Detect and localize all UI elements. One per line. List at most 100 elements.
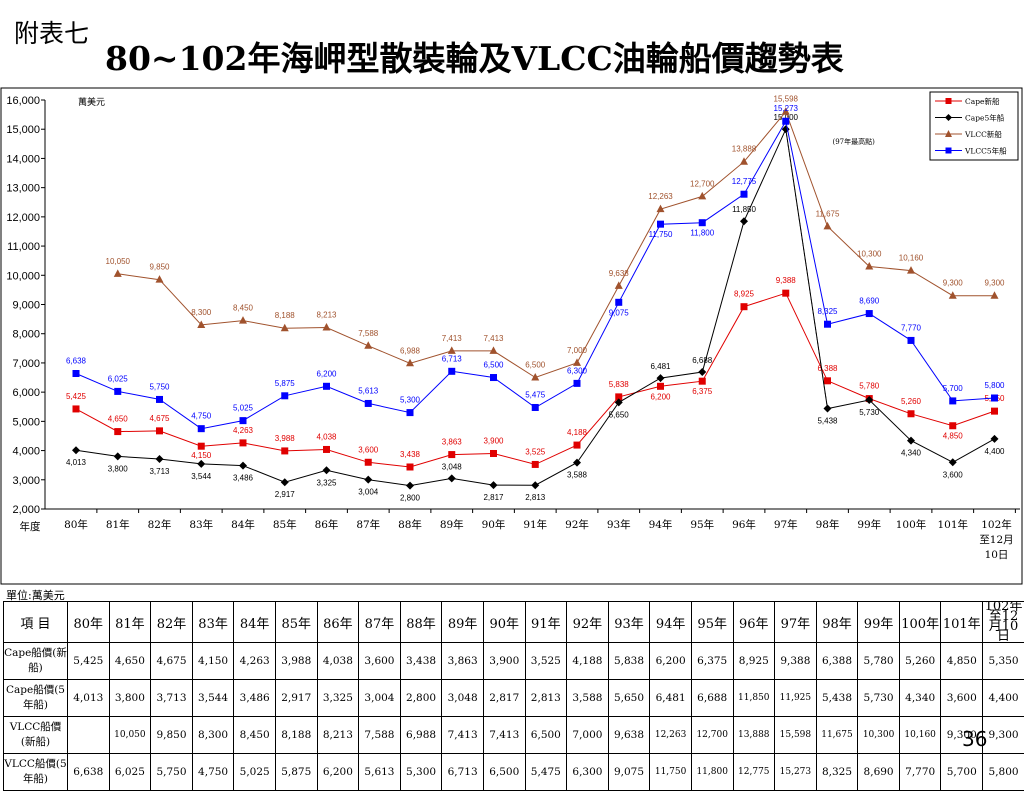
legend-label: Cape5年船	[965, 113, 1005, 123]
table-cell: 11,750	[650, 754, 692, 791]
x-tick-label: 82年	[148, 518, 172, 531]
data-label: 2,813	[525, 493, 546, 502]
table-header-cell: 80年	[68, 602, 110, 643]
table-cell: 11,800	[691, 754, 733, 791]
table-header-cell: 92年	[567, 602, 609, 643]
data-label: 2,800	[400, 494, 421, 503]
table-cell: 12,263	[650, 717, 692, 754]
table-cell: 8,690	[858, 754, 900, 791]
data-label: 12,775	[732, 177, 757, 186]
table-cell: 6,988	[400, 717, 442, 754]
table-header-cell: 83年	[192, 602, 234, 643]
table-cell: 4,340	[899, 680, 941, 717]
table-cell: 10,300	[858, 717, 900, 754]
table-cell: 6,388	[816, 643, 858, 680]
data-label: 6,200	[316, 369, 337, 378]
table-cell: 6,481	[650, 680, 692, 717]
data-point	[866, 310, 873, 317]
x-tick-label: 93年	[607, 518, 631, 531]
data-point	[281, 478, 289, 486]
table-cell: 8,450	[234, 717, 276, 754]
data-point	[740, 217, 748, 225]
table-cell: 5,350	[983, 643, 1024, 680]
table-cell: 3,713	[151, 680, 193, 717]
y-tick-label: 13,000	[6, 183, 40, 195]
data-label: 6,638	[66, 357, 87, 366]
data-point	[239, 462, 247, 470]
data-label: 6,481	[650, 362, 671, 371]
data-label: 4,263	[233, 426, 254, 435]
data-point	[949, 422, 956, 429]
table-cell: 4,675	[151, 643, 193, 680]
data-point	[365, 400, 372, 407]
data-point	[949, 458, 957, 466]
y-tick-label: 11,000	[7, 241, 40, 253]
data-label: 8,925	[734, 290, 755, 299]
y-tick-label: 3,000	[12, 475, 40, 487]
y-tick-label: 7,000	[12, 358, 40, 370]
data-label: 3,486	[233, 474, 254, 483]
table-cell: 2,800	[400, 680, 442, 717]
data-label: 4,675	[149, 414, 170, 423]
data-label: 5,750	[149, 382, 170, 391]
data-label: 5,425	[66, 392, 87, 401]
table-cell: 3,048	[442, 680, 484, 717]
data-point	[991, 291, 999, 299]
table-cell: 9,388	[775, 643, 817, 680]
table-cell: 5,838	[608, 643, 650, 680]
table-header-cell: 97年	[775, 602, 817, 643]
data-label: 15,273	[774, 104, 799, 113]
table-cell: 5,613	[359, 754, 401, 791]
table-header-cell: 91年	[525, 602, 567, 643]
table-cell: 13,888	[733, 717, 775, 754]
y-tick-label: 6,000	[12, 387, 40, 399]
data-label: 8,325	[817, 307, 838, 316]
legend-label: VLCC5年船	[964, 146, 1007, 156]
data-point	[114, 452, 122, 460]
data-label: 3,004	[358, 488, 379, 497]
table-cell: 4,263	[234, 643, 276, 680]
data-label: 3,800	[108, 464, 129, 473]
data-point	[407, 409, 414, 416]
data-label: 8,450	[233, 304, 254, 313]
data-label: 3,600	[358, 445, 379, 454]
table-header-cell: 98年	[816, 602, 858, 643]
series-line-1	[76, 129, 995, 485]
y-tick-label: 15,000	[6, 124, 40, 136]
data-label: 11,750	[649, 230, 673, 239]
table-cell: 2,917	[275, 680, 317, 717]
table-cell: 5,425	[68, 643, 110, 680]
data-point	[657, 221, 664, 228]
data-point	[365, 459, 372, 466]
data-label: 6,300	[567, 366, 588, 375]
data-label: 7,413	[442, 334, 463, 343]
data-point	[615, 299, 622, 306]
data-label: 7,588	[358, 329, 379, 338]
y-tick-label: 14,000	[6, 153, 40, 165]
data-label: 12,700	[690, 179, 715, 188]
data-label: 5,260	[901, 397, 922, 406]
data-label: 4,850	[943, 432, 964, 441]
data-point	[156, 455, 164, 463]
table-cell: 3,600	[941, 680, 983, 717]
table-cell: 6,025	[109, 754, 151, 791]
data-point	[406, 482, 414, 490]
table-cell: 6,500	[525, 717, 567, 754]
y-tick-label: 2,000	[12, 504, 40, 516]
data-label: 3,863	[442, 438, 463, 447]
table-cell: 5,260	[899, 643, 941, 680]
data-point	[908, 337, 915, 344]
table-cell: 8,188	[275, 717, 317, 754]
legend-label: VLCC新船	[964, 129, 1002, 139]
y-tick-label: 10,000	[6, 270, 40, 282]
table-header-cell: 93年	[608, 602, 650, 643]
data-label: 3,988	[275, 434, 296, 443]
table-header-cell: 101年	[941, 602, 983, 643]
table-header-cell: 82年	[151, 602, 193, 643]
data-point	[574, 380, 581, 387]
table-cell: 8,325	[816, 754, 858, 791]
table-cell: 3,863	[442, 643, 484, 680]
